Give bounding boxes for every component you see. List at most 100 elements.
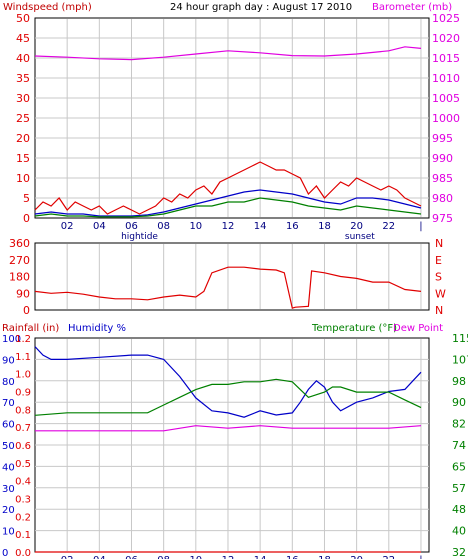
humidity-tick-label: 30	[2, 484, 15, 495]
x-event-label: sunset	[345, 232, 375, 242]
humidity-label: Humidity %	[68, 323, 126, 334]
wind-tick-label: 30	[16, 92, 30, 105]
wind-tick-label: 35	[16, 72, 30, 85]
compass-tick-label: S	[435, 271, 442, 284]
rainfall-tick-label: 0.0	[15, 548, 31, 559]
wind-tick-label: 0	[23, 212, 30, 225]
direction-tick-label: 0	[23, 304, 30, 317]
wind-panel-series-0	[34, 161, 422, 215]
humidity-tick-label: 10	[2, 527, 15, 538]
wind-tick-label: 40	[16, 52, 30, 65]
barometer-label: Barometer (mb)	[372, 2, 452, 13]
rainfall-tick-label: 0.7	[15, 423, 31, 434]
direction-series	[34, 266, 422, 309]
x-tick-label: 22	[382, 555, 395, 559]
x-tick-label: 12	[222, 555, 235, 559]
x-tick-label: 20	[350, 555, 363, 559]
barometer-tick-label: 995	[432, 132, 453, 145]
wind-tick-label: 10	[16, 172, 30, 185]
temperature-tick-label: 98	[452, 375, 466, 388]
wind-panel-series-3	[34, 197, 422, 218]
x-tick-label: 20	[350, 221, 363, 232]
compass-tick-label: N	[435, 304, 443, 317]
barometer-tick-label: 1000	[432, 112, 460, 125]
humidity-tick-label: 50	[2, 441, 15, 452]
temperature-tick-label: 40	[452, 525, 466, 538]
x-tick-label: 14	[254, 555, 267, 559]
compass-tick-label: N	[435, 237, 443, 250]
x-tick-label: 18	[318, 221, 331, 232]
direction-tick-label: 360	[9, 237, 30, 250]
axis-layer: 0510152025303540455097598098599099510001…	[2, 12, 468, 559]
wind-tick-label: 20	[16, 132, 30, 145]
rainfall-tick-label: 0.1	[15, 530, 31, 541]
direction-tick-label: 270	[9, 254, 30, 267]
x-tick-label: 04	[93, 555, 106, 559]
humidity-panel-series-1	[34, 378, 422, 416]
temperature-tick-label: 107	[452, 353, 468, 366]
x-tick-label: 04	[93, 221, 106, 232]
barometer-tick-label: 1010	[432, 72, 460, 85]
compass-tick-label: E	[435, 254, 442, 267]
humidity-panel-series-2	[35, 425, 422, 432]
direction-tick-label: 90	[16, 287, 30, 300]
x-tick-label: 02	[61, 221, 74, 232]
humidity-tick-label: 70	[2, 398, 15, 409]
x-tick-label: 08	[157, 221, 170, 232]
x-tick-label: 08	[157, 555, 170, 559]
temperature-label: Temperature (°F)	[311, 323, 397, 334]
rainfall-label: Rainfall (in)	[2, 323, 59, 334]
barometer-tick-label: 985	[432, 172, 453, 185]
humidity-tick-label: 60	[2, 420, 15, 431]
x-tick-label: 14	[254, 221, 267, 232]
barometer-tick-label: 980	[432, 192, 453, 205]
humidity-tick-label: 100	[2, 334, 21, 345]
rainfall-tick-label: 1.2	[15, 334, 31, 345]
temperature-tick-label: 57	[452, 482, 466, 495]
humidity-tick-label: 0	[2, 548, 8, 559]
wind-tick-label: 25	[16, 112, 30, 125]
temperature-tick-label: 65	[452, 460, 466, 473]
wind-tick-label: 45	[16, 32, 30, 45]
temperature-tick-label: 32	[452, 546, 466, 559]
x-tick-label: 16	[286, 555, 299, 559]
x-event-label: hightide	[121, 232, 158, 242]
wind-tick-label: 15	[16, 152, 30, 165]
temperature-tick-label: 82	[452, 418, 466, 431]
x-tick-label: 02	[61, 555, 74, 559]
x-tick-label: 12	[222, 221, 235, 232]
x-tick-label: 16	[286, 221, 299, 232]
dewpoint-label: Dew Point	[393, 323, 443, 334]
temperature-tick-label: 48	[452, 503, 466, 516]
rainfall-tick-label: 0.2	[15, 512, 31, 523]
grid-layer	[35, 19, 429, 551]
x-tick-label: 22	[382, 221, 395, 232]
humidity-tick-label: 40	[2, 462, 15, 473]
wind-panel-series-2	[34, 189, 422, 217]
humidity-tick-label: 90	[2, 355, 15, 366]
rainfall-tick-label: 1.0	[15, 370, 31, 381]
temperature-tick-label: 90	[452, 396, 466, 409]
rainfall-tick-label: 0.8	[15, 405, 31, 416]
barometer-tick-label: 1005	[432, 92, 460, 105]
barometer-tick-label: 1025	[432, 12, 460, 25]
rainfall-tick-label: 0.5	[15, 459, 31, 470]
compass-tick-label: W	[435, 287, 446, 300]
barometer-tick-label: 975	[432, 212, 453, 225]
direction-tick-label: 180	[9, 271, 30, 284]
rainfall-tick-label: 0.6	[15, 441, 31, 452]
rainfall-tick-label: 1.1	[15, 352, 31, 363]
x-tick-label: 18	[318, 555, 331, 559]
humidity-tick-label: 80	[2, 377, 15, 388]
x-tick-label: |	[419, 555, 422, 559]
temperature-tick-label: 115	[452, 332, 468, 345]
humidity-panel-series-0	[34, 346, 422, 418]
rainfall-tick-label: 0.9	[15, 388, 31, 399]
x-tick-label: 10	[189, 221, 202, 232]
rainfall-tick-label: 0.4	[15, 477, 31, 488]
x-tick-label: |	[419, 221, 422, 232]
barometer-tick-label: 1020	[432, 32, 460, 45]
wind-tick-label: 50	[16, 12, 30, 25]
barometer-tick-label: 990	[432, 152, 453, 165]
